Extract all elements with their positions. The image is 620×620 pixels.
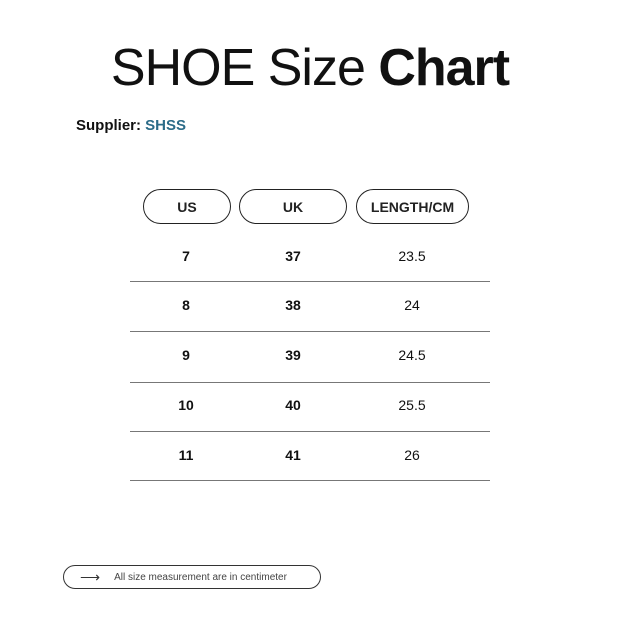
title-bold: Chart <box>378 39 510 97</box>
row-divider <box>130 382 490 383</box>
table-cell: 7 <box>182 248 190 264</box>
table-cell: 23.5 <box>398 248 426 264</box>
row-divider <box>130 281 490 282</box>
header-us: US <box>143 189 231 224</box>
supplier-label: Supplier: <box>76 117 146 134</box>
table-cell: 38 <box>285 297 301 313</box>
table-cell: 9 <box>182 347 190 363</box>
table-cell: 40 <box>285 397 301 413</box>
table-cell: 39 <box>285 347 301 363</box>
page-title: SHOE Size Chart <box>0 38 620 98</box>
supplier-value: SHSS <box>145 117 187 134</box>
supplier: Supplier: SHSS <box>76 117 186 134</box>
row-divider <box>130 480 490 481</box>
arrow-right-icon: ⟶ <box>80 568 101 585</box>
row-divider <box>130 431 490 432</box>
table-cell: 25.5 <box>398 397 426 413</box>
table-cell: 41 <box>285 447 301 463</box>
header-length: LENGTH/CM <box>356 189 469 224</box>
table-cell: 10 <box>178 397 194 413</box>
row-divider <box>130 331 490 332</box>
table-cell: 37 <box>285 248 301 264</box>
table-cell: 24.5 <box>398 347 426 363</box>
table-cell: 26 <box>404 447 420 463</box>
footer-note: ⟶ All size measurement are in centimeter <box>63 565 321 589</box>
table-cell: 8 <box>182 297 190 313</box>
table-cell: 24 <box>404 297 420 313</box>
footer-text: All size measurement are in centimeter <box>114 571 287 583</box>
title-normal: SHOE Size <box>110 39 379 97</box>
header-uk: UK <box>239 189 347 224</box>
table-cell: 11 <box>178 447 194 463</box>
